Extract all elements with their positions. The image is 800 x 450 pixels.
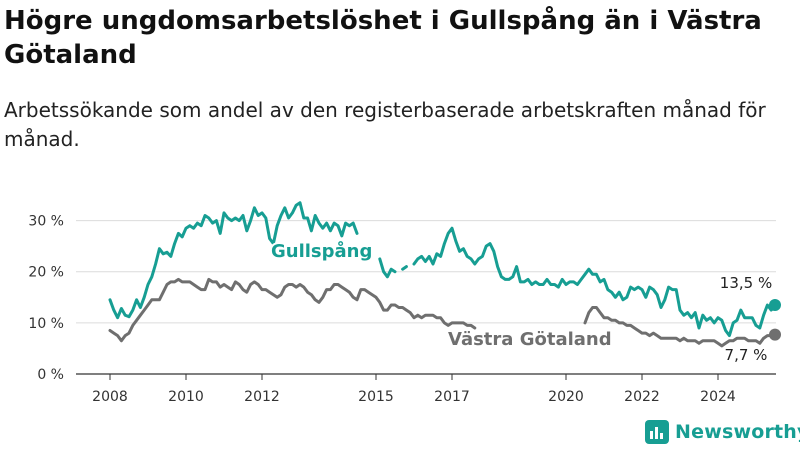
end-value-vastra-gotaland: 7,7 % <box>725 346 768 364</box>
x-tick-label: 2012 <box>244 389 280 405</box>
x-tick-label: 2020 <box>548 389 584 405</box>
series-line-gullspang <box>378 257 397 279</box>
end-value-gullspang: 13,5 % <box>720 274 772 292</box>
end-point-gullspang <box>769 298 781 311</box>
x-tick-label: 2010 <box>168 389 204 405</box>
series-line-vastra-gotaland <box>108 277 477 343</box>
series-label-gullspang: Gullspång <box>271 240 372 262</box>
x-tick-label: 2015 <box>358 389 394 405</box>
end-point-vastra-gotaland <box>769 328 781 341</box>
y-tick-label: 0 % <box>37 367 64 383</box>
brand-name: Newsworthy <box>675 421 800 443</box>
x-tick-label: 2024 <box>700 389 736 405</box>
x-tick-label: 2008 <box>92 389 128 405</box>
x-tick-label: 2017 <box>434 389 470 405</box>
y-tick-label: 30 % <box>28 214 64 230</box>
series-line-gullspang <box>401 265 408 271</box>
series-line-vastra-gotaland <box>583 306 777 348</box>
chart-subtitle: Arbetssökande som andel av den registerb… <box>4 98 766 151</box>
y-tick-label: 10 % <box>28 316 64 332</box>
brand-logo: Newsworthy <box>645 420 800 444</box>
x-tick-label: 2022 <box>624 389 660 405</box>
chart-title: Högre ungdomsarbetslöshet i Gullspång än… <box>4 6 762 70</box>
y-tick-label: 20 % <box>28 265 64 281</box>
series-label-vastra-gotaland: Västra Götaland <box>448 329 612 350</box>
series-line-gullspang <box>412 226 777 338</box>
bar-chart-icon <box>645 420 669 444</box>
series-line-gullspang <box>108 201 359 320</box>
